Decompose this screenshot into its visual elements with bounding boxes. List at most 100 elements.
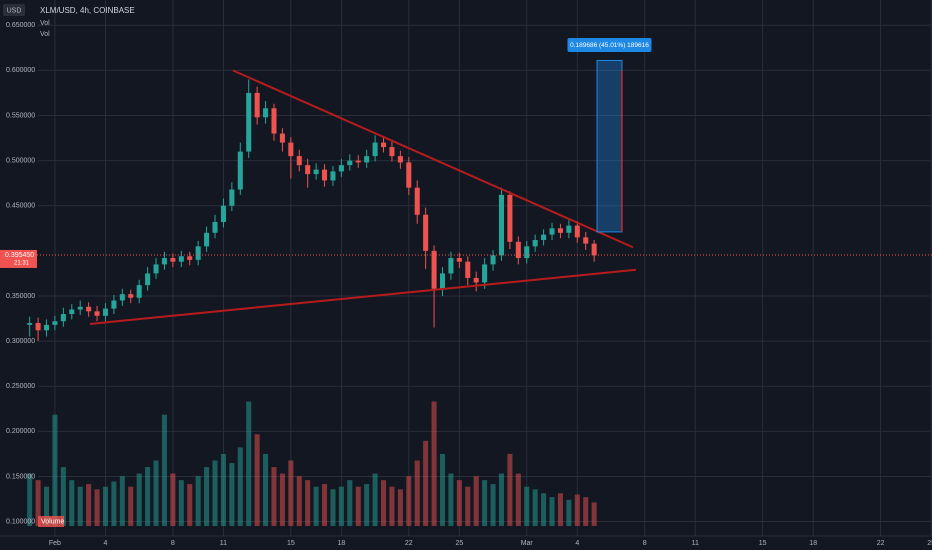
candle-body [364,156,370,163]
candle-body [69,309,75,315]
volume-bar [330,489,336,526]
x-tick-label: 18 [809,540,817,547]
currency-badge[interactable] [3,4,25,16]
candle-body [431,250,437,289]
candle-body [102,308,109,316]
x-tick-label: 22 [405,540,413,547]
indicator: Vol [40,20,50,27]
candle-body [397,156,403,163]
volume-bar [145,467,151,526]
volume-bar [372,473,378,526]
candle-body [77,306,83,310]
candle-body [482,264,488,283]
volume-bar [77,486,83,526]
volume-bar [347,480,353,526]
x-tick-label: 11 [220,540,227,547]
y-tick-label: 0.150000 [6,473,35,480]
volume-bar [549,497,555,526]
volume-bar [237,447,243,526]
volume-bar [60,467,66,526]
volume-bar [313,486,319,526]
candle-body [313,169,319,175]
y-tick-label: 0.500000 [6,157,35,164]
y-tick-label: 0.450000 [6,203,35,210]
volume-bar [288,460,294,526]
volume-bar [279,473,285,526]
volume-bar [254,434,260,526]
trendline [232,69,634,249]
x-tick-label: 11 [692,540,699,547]
volume-bar [566,499,572,526]
y-tick-label: 0.300000 [6,338,35,345]
x-tick-label: 25 [927,540,932,547]
volume-bar [111,481,117,526]
x-tick-label: Mar [521,540,534,547]
volume-bar [102,486,109,526]
y-tick-label: 0.350000 [6,293,35,300]
x-tick-label: 8 [643,540,647,547]
volume-bar [246,401,252,526]
volume-bar [296,476,302,526]
y-tick-label: 0.600000 [6,67,35,74]
candle-body [178,256,184,262]
candle-body [86,306,92,312]
volume-bar [187,484,193,526]
last-price-badge [0,249,37,268]
volume-bar [161,414,167,526]
candle-body [111,300,117,309]
volume-bar [195,476,201,526]
candle-body [52,321,58,325]
candle-body [288,142,294,157]
volume-bar [380,480,387,526]
volume-bar [448,473,454,526]
volume-bar [271,467,277,526]
volume-bar [128,486,134,526]
candle-body [355,160,361,163]
projection-box [596,59,623,233]
volume-bar [574,494,580,526]
candle-body [119,294,125,301]
volume-bar [473,476,479,526]
y-tick-label: 0.250000 [6,383,35,390]
volume-label: Volume [41,518,64,525]
volume-bar [94,489,100,526]
candle-body [94,311,100,316]
candle-body [574,225,580,238]
candle-body [591,243,597,256]
volume-bar [482,480,488,526]
candle-body [456,258,462,262]
candle-body [338,165,344,172]
candle-body [557,228,563,233]
candle-body [347,160,353,166]
volume-bar [414,460,420,526]
candle-body [515,241,521,259]
candle-body [229,189,235,206]
candle-body [389,147,395,157]
volume-bar [305,480,311,526]
candle-body [195,246,201,260]
volume-bar [389,486,395,526]
candle-body [170,258,176,262]
volume-bar [178,480,184,526]
volume-bar [498,473,504,526]
indicator: Vol [40,31,50,38]
candle-body [246,92,252,152]
candle-body [532,240,538,247]
volume-bar [35,480,41,526]
volume-bar [507,453,513,526]
trendline [89,268,637,325]
x-tick-label: 15 [759,540,767,547]
candle-body [153,264,159,274]
x-tick-label: 25 [455,540,463,547]
candle-body [43,324,50,331]
volume-bar [86,484,92,526]
volume-bar [406,476,412,526]
candle-body [423,214,429,251]
candle-body [187,256,193,260]
volume-bar [583,497,589,526]
currency: USD [7,7,22,14]
projection-label: 0.189686 (45.01%) 189616 [570,42,649,49]
candle-body [35,323,41,331]
volume-bar [69,480,75,526]
candle-body [549,228,555,235]
